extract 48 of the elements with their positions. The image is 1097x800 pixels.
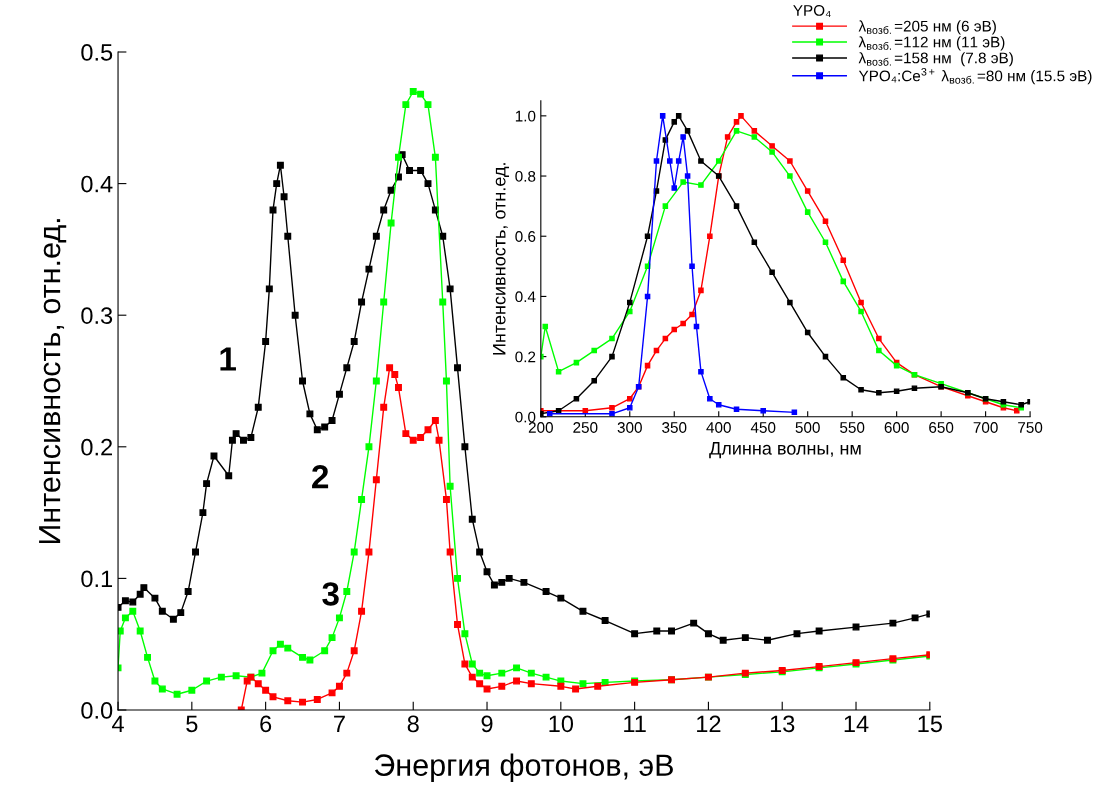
x-tick-label: 450 xyxy=(750,422,776,433)
annotation: 3 xyxy=(322,582,339,606)
x-tick-label: 6 xyxy=(260,715,272,733)
y-tick-label: 0.1 xyxy=(81,570,113,588)
x-tick-label: 15 xyxy=(918,715,942,733)
y-tick-label: 0.4 xyxy=(515,291,536,303)
x-tick-label: 250 xyxy=(573,422,598,433)
x-tick-label: 200 xyxy=(528,422,553,433)
y-axis-title: Интенсивность, отн.ед. xyxy=(493,163,510,355)
x-tick-label: 750 xyxy=(1018,422,1043,433)
x-tick-label: 9 xyxy=(481,715,493,733)
legend-title: YPO₄ xyxy=(793,4,831,17)
x-tick-label: 650 xyxy=(929,422,954,433)
x-tick-label: 700 xyxy=(973,422,998,433)
x-tick-label: 12 xyxy=(697,715,721,732)
x-tick-label: 350 xyxy=(662,422,687,433)
y-tick-label: 0.4 xyxy=(81,175,113,193)
legend-label: λ$_{возб.}$=158 нм (7.8 эВ) xyxy=(858,52,1013,67)
y-tick-label: 0.3 xyxy=(81,307,113,324)
y-tick-label: 0.2 xyxy=(515,351,536,363)
y-tick-label: 0.5 xyxy=(81,44,113,61)
x-tick-label: 11 xyxy=(624,715,646,732)
legend-label: YPO₄:Ce$^{3+}$ λ$_{возб.}$=80 нм (15.5 эВ) xyxy=(858,68,1092,85)
annotation: 2 xyxy=(312,465,329,489)
x-tick-label: 8 xyxy=(407,715,419,733)
legend-label: λ$_{возб.}$=205 нм (6 эВ) xyxy=(858,20,996,35)
y-tick-label: 0.8 xyxy=(515,170,536,182)
x-tick-label: 500 xyxy=(795,422,820,433)
y-tick-label: 0.0 xyxy=(81,702,113,719)
x-tick-label: 300 xyxy=(617,422,642,433)
y-tick-label: 1.0 xyxy=(515,110,536,122)
y-tick-label: 0.0 xyxy=(515,411,536,423)
y-tick-label: 0.6 xyxy=(515,231,536,242)
x-tick-label: 10 xyxy=(549,715,574,733)
y-axis-title: Интенсивность, отн.ед. xyxy=(39,219,67,544)
x-tick-label: 7 xyxy=(334,715,345,732)
x-axis-title: Длинна волны, нм xyxy=(709,442,861,459)
x-tick-label: 600 xyxy=(884,422,909,433)
x-tick-label: 400 xyxy=(706,422,731,433)
legend-label: λ$_{возб.}$=112 нм (11 эВ) xyxy=(858,36,1005,51)
x-tick-label: 14 xyxy=(844,715,869,732)
x-tick-label: 4 xyxy=(112,715,124,732)
x-tick-label: 5 xyxy=(186,715,198,733)
y-tick-label: 0.2 xyxy=(81,438,112,456)
x-axis-title: Энергия фотонов, эВ xyxy=(374,753,673,783)
annotation: 1 xyxy=(220,347,236,371)
x-tick-label: 550 xyxy=(840,422,865,433)
x-tick-label: 13 xyxy=(770,715,795,733)
